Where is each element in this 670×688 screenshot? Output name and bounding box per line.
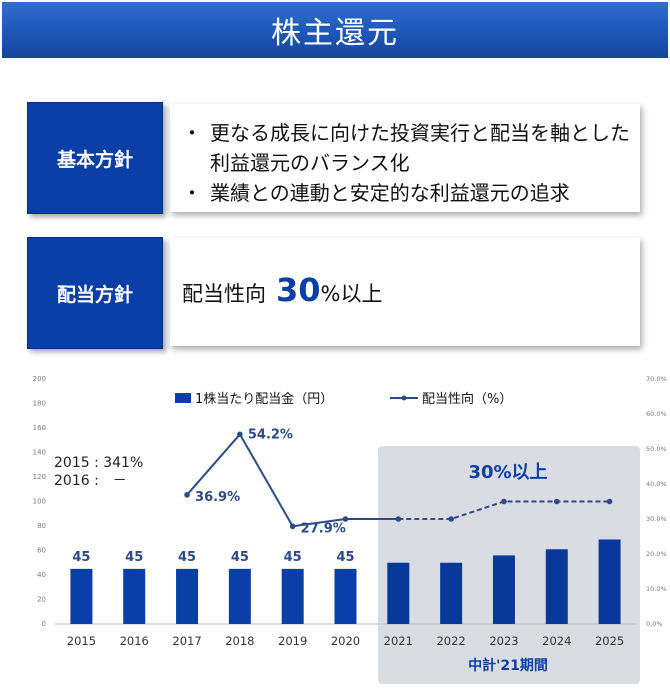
x-tick-label: 2025 bbox=[595, 634, 624, 648]
dividend-chart: 0 20 40 60 80 100 120 140 160 180 200 0.0% 10.0% 20.… bbox=[33, 375, 667, 684]
bar-2023 bbox=[492, 555, 515, 624]
basic-policy-bullet-2: 業績との連動と安定的な利益還元の追求 bbox=[182, 178, 640, 208]
basic-policy-bullets: 更なる成長に向けた投資実行と配当を軸とした利益還元のバランス化 業績との連動と安… bbox=[170, 104, 640, 208]
bar-2020 bbox=[334, 568, 357, 624]
y-tick-left: 180 bbox=[33, 400, 46, 408]
payout-ratio-point-2019 bbox=[289, 523, 296, 530]
bar-2018 bbox=[228, 568, 251, 624]
bar-2022 bbox=[440, 562, 463, 624]
x-tick-label: 2018 bbox=[225, 634, 254, 648]
dividend-policy-label: 配当方針 bbox=[27, 237, 163, 349]
payout-ratio-number: 30 bbox=[276, 271, 321, 309]
bar-value-label: 45 bbox=[72, 550, 90, 565]
payout-ratio-label: 36.9% bbox=[195, 490, 240, 505]
note-2015: 2015 : 341% bbox=[54, 455, 143, 471]
y-tick-right: 30.0% bbox=[646, 515, 667, 523]
legend-bar-label: 1株当たり配当金（円） bbox=[195, 391, 333, 407]
y-tick-left: 80 bbox=[37, 522, 46, 530]
x-tick-label: 2017 bbox=[172, 634, 201, 648]
y-tick-right: 70.0% bbox=[646, 375, 667, 383]
title-bar: 株主還元 bbox=[2, 2, 668, 58]
basic-policy-label-text: 基本方針 bbox=[56, 148, 133, 171]
payout-ratio-point-2024 bbox=[553, 498, 560, 505]
basic-policy-label: 基本方針 bbox=[27, 102, 163, 214]
payout-ratio-suffix: %以上 bbox=[320, 282, 383, 306]
x-tick-label: 2015 bbox=[67, 634, 96, 648]
y-tick-left: 20 bbox=[37, 596, 46, 604]
bar-2024 bbox=[545, 549, 568, 624]
payout-ratio-point-2020 bbox=[342, 516, 349, 522]
bar-value-label: 45 bbox=[284, 550, 302, 565]
payout-ratio-point-2023 bbox=[501, 498, 507, 505]
bar-value-label: 45 bbox=[125, 550, 143, 565]
x-tick-label: 2022 bbox=[436, 634, 465, 648]
y-tick-left: 0 bbox=[42, 620, 46, 628]
bar-2021 bbox=[387, 562, 410, 624]
payout-ratio-label: 27.9% bbox=[301, 521, 346, 536]
y-tick-left: 160 bbox=[33, 424, 46, 432]
y-tick-left: 200 bbox=[33, 375, 46, 383]
payout-ratio-line-actual bbox=[186, 432, 399, 528]
x-tick-label: 2024 bbox=[542, 634, 571, 648]
bar-2019 bbox=[281, 568, 304, 624]
bar-value-label: 45 bbox=[178, 550, 196, 565]
basic-policy-bullet-1: 更なる成長に向けた投資実行と配当を軸とした利益還元のバランス化 bbox=[182, 118, 640, 178]
x-tick-label: 2020 bbox=[331, 634, 360, 648]
y-tick-right: 0.0% bbox=[646, 620, 663, 628]
basic-policy-box: 更なる成長に向けた投資実行と配当を軸とした利益還元のバランス化 業績との連動と安… bbox=[170, 104, 640, 212]
page-title: 株主還元 bbox=[271, 16, 399, 51]
x-tick-label: 2019 bbox=[278, 634, 307, 648]
payout-ratio-point-2018 bbox=[237, 431, 243, 438]
legend-line-marker bbox=[401, 395, 407, 401]
y-tick-left: 120 bbox=[33, 473, 46, 481]
dividend-policy-box: 配当性向 30%以上 bbox=[170, 238, 640, 346]
x-tick-label: 2021 bbox=[384, 634, 413, 648]
payout-ratio-label: 54.2% bbox=[248, 427, 293, 442]
bar-value-label: 45 bbox=[231, 550, 249, 565]
payout-ratio-point-2021 bbox=[395, 516, 402, 522]
payout-ratio-point-2025 bbox=[606, 498, 613, 505]
y-tick-left: 60 bbox=[37, 547, 46, 555]
y-tick-left: 40 bbox=[37, 571, 46, 579]
legend-bar-swatch bbox=[175, 393, 191, 403]
y-tick-right: 50.0% bbox=[646, 445, 667, 453]
note-2016: 2016 : － bbox=[54, 473, 127, 489]
payout-ratio-point-2022 bbox=[448, 516, 454, 522]
bar-value-label: 45 bbox=[336, 550, 354, 565]
y-tick-left: 140 bbox=[33, 449, 46, 457]
chart-legend: 1株当たり配当金（円） 配当性向（%） bbox=[175, 391, 512, 407]
bar-2015 bbox=[70, 568, 93, 624]
dividend-policy-label-text: 配当方針 bbox=[56, 283, 133, 306]
y-tick-right: 40.0% bbox=[646, 480, 667, 488]
legend-line-label: 配当性向（%） bbox=[422, 391, 512, 407]
payout-ratio-statement: 配当性向 30%以上 bbox=[182, 271, 383, 309]
payout-ratio-prefix: 配当性向 bbox=[182, 282, 266, 306]
y-tick-left: 100 bbox=[33, 498, 46, 506]
bar-2016 bbox=[123, 568, 146, 624]
x-tick-label: 2016 bbox=[120, 634, 149, 648]
x-tick-label: 2023 bbox=[489, 634, 518, 648]
y-tick-right: 20.0% bbox=[646, 550, 667, 558]
target-label: 30%以上 bbox=[468, 462, 547, 483]
bar-2025 bbox=[598, 539, 621, 624]
y-tick-right: 10.0% bbox=[646, 585, 667, 593]
y-tick-right: 60.0% bbox=[646, 410, 667, 418]
payout-ratio-point-2017 bbox=[184, 492, 190, 498]
bar-2017 bbox=[176, 568, 199, 624]
plan-period-label: 中計'21期間 bbox=[468, 657, 548, 674]
